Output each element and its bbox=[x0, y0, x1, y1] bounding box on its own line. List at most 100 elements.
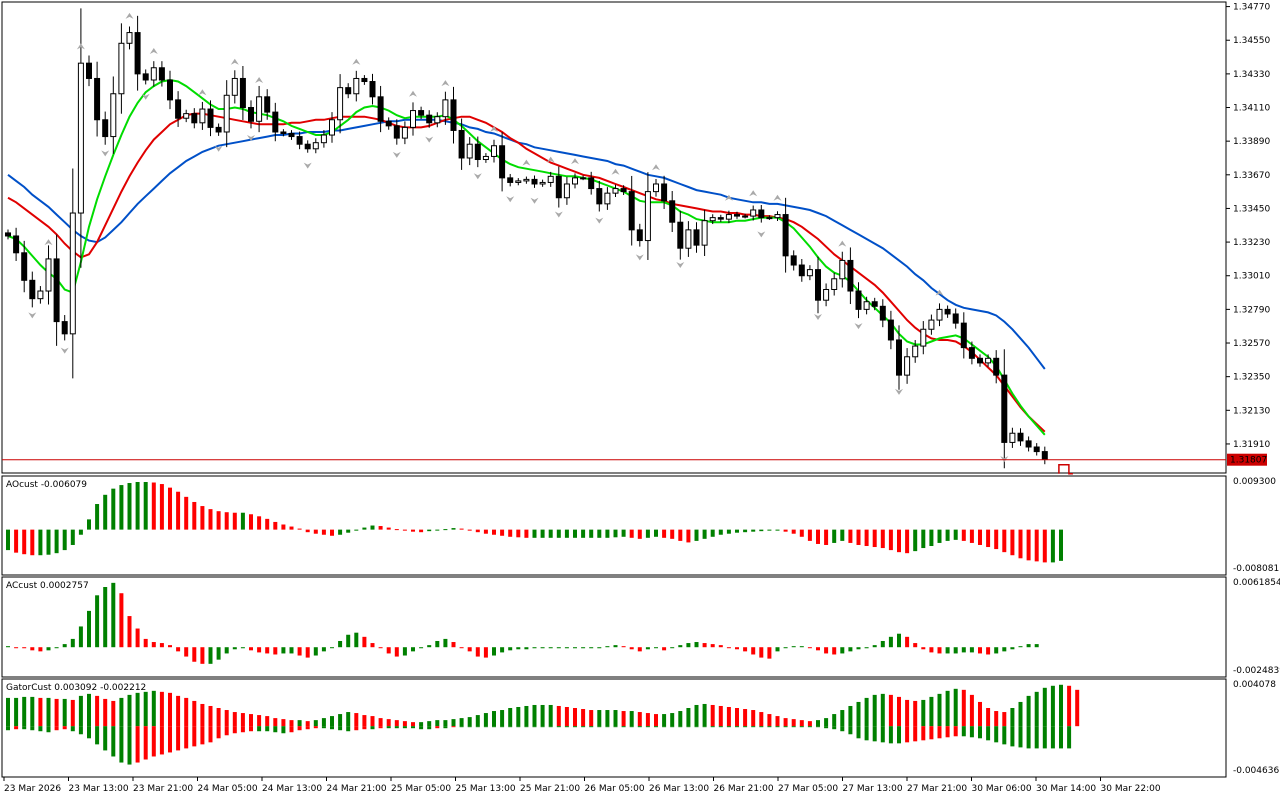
candle-bearish bbox=[264, 96, 271, 113]
price-tick-label: 1.34550 bbox=[1233, 36, 1270, 46]
ac-bar bbox=[581, 647, 586, 649]
gator-upper-bar bbox=[540, 704, 545, 727]
ao-bar bbox=[710, 529, 715, 537]
gator-upper-bar bbox=[921, 699, 926, 727]
price-tick-label: 1.33890 bbox=[1233, 137, 1270, 147]
candle-bullish bbox=[491, 145, 497, 157]
gator-upper-bar bbox=[929, 696, 934, 727]
gator-lower-bar bbox=[257, 726, 262, 732]
gator-upper-bar bbox=[62, 698, 67, 727]
time-tick-label: 23 Mar 21:00 bbox=[133, 784, 193, 794]
gator-upper-bar bbox=[807, 721, 812, 727]
ao-bar bbox=[62, 529, 67, 551]
candle-bearish bbox=[790, 255, 797, 266]
ac-bar bbox=[921, 647, 926, 650]
ao-bar bbox=[978, 529, 982, 545]
ao-bar bbox=[824, 529, 829, 545]
ao-bar bbox=[313, 529, 318, 534]
price-pane[interactable]: 1.31807 bbox=[2, 8, 1267, 475]
ac-bar bbox=[573, 647, 577, 649]
candle-bearish bbox=[717, 217, 724, 220]
ac-bar bbox=[832, 647, 837, 655]
ao-bar bbox=[726, 529, 731, 534]
time-tick-label: 27 Mar 13:00 bbox=[843, 784, 903, 794]
ac-bar bbox=[354, 632, 359, 648]
gator-upper-bar bbox=[184, 697, 189, 727]
gator-lower-bar bbox=[475, 726, 480, 728]
ac-bar bbox=[159, 643, 164, 648]
gator-lower-bar bbox=[832, 726, 837, 730]
candle-bearish bbox=[887, 319, 894, 341]
gator-upper-bar bbox=[216, 708, 221, 727]
ao-tick-label: -0.008081 bbox=[1233, 564, 1279, 574]
candle-bullish bbox=[709, 217, 716, 222]
candle-bullish bbox=[434, 116, 441, 124]
candle-bullish bbox=[150, 67, 157, 81]
ao-bar bbox=[30, 529, 35, 556]
ac-bar bbox=[751, 647, 756, 655]
ac-bar bbox=[135, 628, 140, 648]
candle-bullish bbox=[126, 32, 133, 44]
fractal-down-marker bbox=[60, 347, 69, 354]
ac-bar bbox=[953, 647, 958, 654]
candle-bullish bbox=[920, 328, 927, 347]
candle-bullish bbox=[320, 134, 327, 144]
gator-lower-bar bbox=[840, 726, 845, 732]
gator-lower-bar bbox=[937, 726, 942, 739]
gator-upper-bar bbox=[532, 704, 537, 727]
ac-title: ACcust 0.0002757 bbox=[6, 581, 89, 591]
gator-upper-bar bbox=[726, 706, 731, 727]
ac-tick-label: 0.0061854 bbox=[1233, 578, 1280, 588]
candle-bearish bbox=[418, 110, 425, 116]
ao-bar bbox=[637, 529, 642, 539]
ao-bar bbox=[597, 529, 602, 538]
ac-pane[interactable]: ACcust 0.0002757 bbox=[6, 581, 1039, 664]
ac-bar bbox=[87, 610, 91, 648]
gator-upper-bar bbox=[621, 711, 626, 727]
ac-bar bbox=[816, 647, 820, 651]
gator-upper-bar bbox=[799, 720, 804, 727]
gator-lower-bar bbox=[459, 726, 464, 728]
gator-upper-bar bbox=[613, 710, 618, 727]
candle-bearish bbox=[734, 214, 740, 217]
ao-bar bbox=[872, 529, 877, 548]
candle-bearish bbox=[693, 229, 700, 246]
ao-pane[interactable]: AOcust -0.006079 bbox=[6, 480, 1063, 563]
ao-bar bbox=[257, 516, 262, 530]
time-tick-label: 23 Mar 2026 bbox=[4, 784, 61, 794]
ao-bar bbox=[751, 529, 756, 532]
gator-upper-bar bbox=[686, 708, 691, 727]
gator-upper-bar bbox=[232, 712, 237, 727]
gator-lower-bar bbox=[281, 726, 286, 734]
fractal-up-marker bbox=[149, 47, 158, 54]
candle-bearish bbox=[167, 79, 173, 101]
candle-bearish bbox=[588, 177, 595, 190]
gator-upper-bar bbox=[978, 701, 982, 727]
ac-bar bbox=[119, 593, 124, 648]
ac-bar bbox=[702, 643, 707, 648]
ac-bar bbox=[621, 646, 626, 648]
gator-upper-bar bbox=[70, 699, 75, 727]
gator-lower-bar bbox=[613, 726, 618, 728]
gator-pane[interactable]: GatorCust 0.003092 -0.002212 bbox=[6, 683, 1080, 765]
time-tick-label: 30 Mar 06:00 bbox=[972, 784, 1032, 794]
ac-bar bbox=[807, 647, 812, 649]
ac-bar bbox=[127, 616, 132, 648]
ac-bar bbox=[483, 647, 488, 658]
gator-upper-bar bbox=[111, 700, 116, 727]
gator-lower-bar bbox=[848, 726, 853, 735]
ac-bar bbox=[46, 647, 51, 651]
moving-averages bbox=[7, 78, 1046, 436]
candle-bullish bbox=[750, 209, 757, 217]
candle-bullish bbox=[515, 180, 522, 183]
gator-lower-bar bbox=[597, 726, 602, 728]
gator-lower-bar bbox=[799, 726, 804, 728]
gator-upper-bar bbox=[135, 692, 140, 727]
price-tick-label: 1.34330 bbox=[1233, 70, 1270, 80]
ao-bar bbox=[564, 529, 569, 538]
gator-upper-bar bbox=[872, 694, 877, 727]
gator-lower-bar bbox=[913, 726, 918, 742]
ao-bar bbox=[168, 487, 172, 530]
ao-bar bbox=[281, 524, 286, 530]
